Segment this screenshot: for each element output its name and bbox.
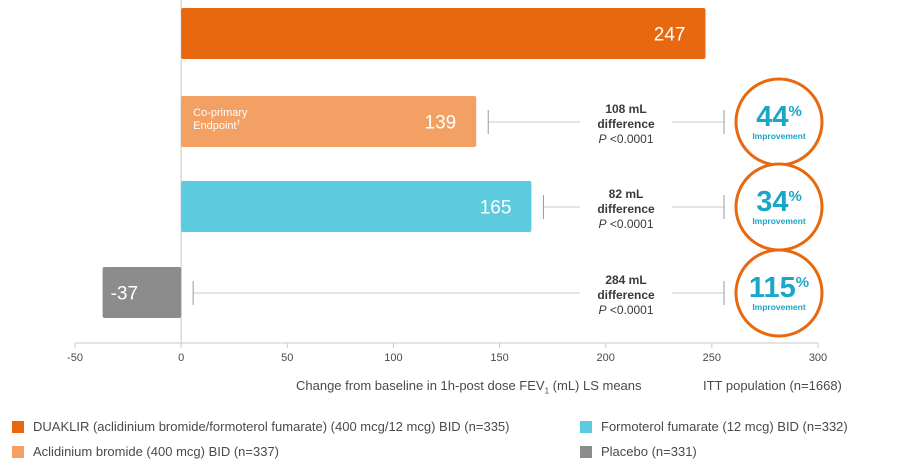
bar-note-line2: Endpoint† bbox=[193, 120, 240, 132]
bar-note-line1: Co-primary bbox=[193, 107, 248, 119]
percent-sign: % bbox=[788, 188, 801, 205]
legend-label: Aclidinium bromide (400 mcg) BID (n=337) bbox=[33, 444, 280, 459]
x-axis-label: Change from baseline in 1h-post dose FEV… bbox=[296, 378, 642, 396]
p-symbol: P bbox=[598, 132, 606, 146]
bar-value-label: 139 bbox=[425, 113, 457, 134]
population-label: ITT population (n=1668) bbox=[703, 378, 842, 393]
bar bbox=[181, 8, 706, 59]
p-threshold: <0.0001 bbox=[606, 132, 653, 146]
legend-label: Placebo (n=331) bbox=[601, 444, 697, 459]
p-symbol: P bbox=[598, 303, 606, 317]
x-tick-label: 100 bbox=[384, 352, 402, 364]
legend-swatch bbox=[580, 445, 592, 458]
legend-item-aclidinium: Aclidinium bromide (400 mcg) BID (n=337) bbox=[12, 444, 279, 459]
x-tick-label: 50 bbox=[281, 352, 293, 364]
improvement-word: Improvement bbox=[752, 131, 806, 141]
improvement-percent: 115% bbox=[749, 272, 809, 304]
improvement-number: 115 bbox=[749, 272, 796, 304]
improvement-number: 44 bbox=[756, 101, 788, 133]
percent-sign: % bbox=[796, 274, 809, 291]
legend-swatch bbox=[12, 445, 24, 458]
difference-value: 82 mL bbox=[609, 187, 644, 201]
p-threshold: <0.0001 bbox=[606, 303, 653, 317]
p-value: P <0.0001 bbox=[598, 132, 653, 146]
x-tick-label: 0 bbox=[178, 352, 184, 364]
legend-label: Formoterol fumarate (12 mcg) BID (n=332) bbox=[601, 419, 848, 434]
x-tick-label: 200 bbox=[597, 352, 615, 364]
bar-value-label: -37 bbox=[111, 284, 138, 305]
p-threshold: <0.0001 bbox=[606, 217, 653, 231]
x-tick-label: 300 bbox=[809, 352, 827, 364]
footnote-mark: † bbox=[237, 120, 241, 127]
difference-word: difference bbox=[597, 288, 655, 302]
bar-value-label: 165 bbox=[480, 198, 512, 219]
percent-sign: % bbox=[788, 103, 801, 120]
x-tick-label: -50 bbox=[67, 352, 83, 364]
improvement-word: Improvement bbox=[752, 302, 806, 312]
improvement-circle bbox=[734, 248, 824, 338]
bar bbox=[102, 267, 182, 318]
legend-label: DUAKLIR (aclidinium bromide/formoterol f… bbox=[33, 419, 510, 434]
bar-value-label: 247 bbox=[654, 25, 686, 46]
difference-value: 284 mL bbox=[605, 273, 646, 287]
p-symbol: P bbox=[598, 217, 606, 231]
difference-word: difference bbox=[597, 117, 655, 131]
difference-value: 108 mL bbox=[605, 102, 646, 116]
improvement-number: 34 bbox=[756, 186, 788, 218]
bar-chart: -50 0 50 100 150 200 250 300 247 139 Co-primaryEnd… bbox=[67, 0, 827, 364]
legend-item-duaklir: DUAKLIR (aclidinium bromide/formoterol f… bbox=[12, 419, 509, 434]
x-tick-label: 250 bbox=[703, 352, 721, 364]
bar bbox=[181, 96, 477, 147]
improvement-percent: 44% bbox=[756, 101, 802, 133]
legend-swatch bbox=[580, 420, 592, 433]
difference-word: difference bbox=[597, 202, 655, 216]
bar bbox=[181, 181, 532, 232]
legend-item-placebo: Placebo (n=331) bbox=[580, 444, 697, 459]
p-value: P <0.0001 bbox=[598, 217, 653, 231]
improvement-word: Improvement bbox=[752, 216, 806, 226]
legend-swatch bbox=[12, 420, 24, 433]
p-value: P <0.0001 bbox=[598, 303, 653, 317]
legend-item-formoterol: Formoterol fumarate (12 mcg) BID (n=332) bbox=[580, 419, 848, 434]
improvement-percent: 34% bbox=[756, 186, 802, 218]
x-tick-label: 150 bbox=[490, 352, 508, 364]
